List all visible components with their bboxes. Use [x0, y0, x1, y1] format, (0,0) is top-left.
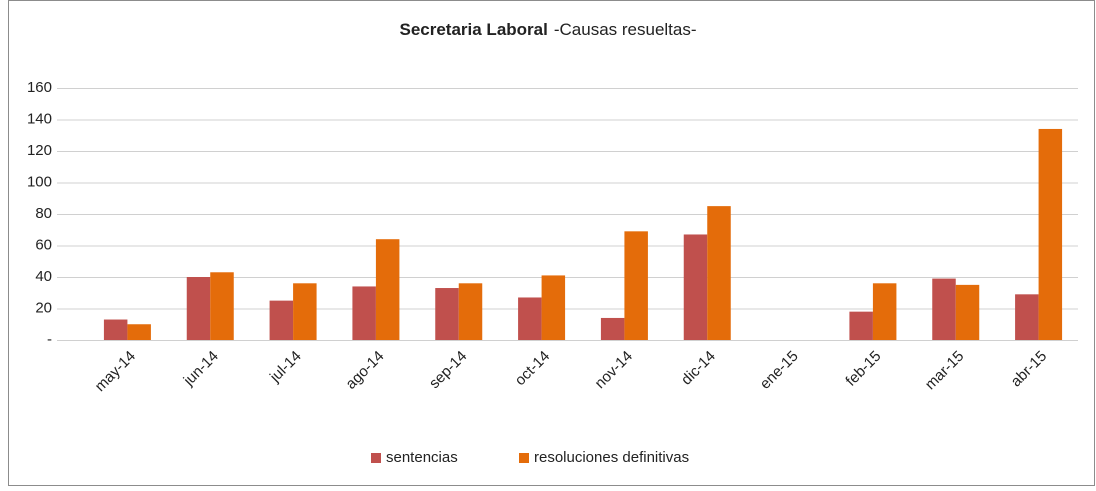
chart-title: Secretaria Laboral	[399, 20, 547, 39]
bar	[352, 286, 376, 340]
bar	[541, 275, 566, 340]
bar	[1038, 128, 1063, 340]
legend-swatch	[519, 453, 529, 463]
bar	[375, 239, 400, 340]
y-tick-label: 100	[27, 173, 52, 190]
chart-frame	[8, 0, 1095, 486]
legend-label: resoluciones definitivas	[534, 449, 689, 466]
bar	[127, 324, 151, 340]
y-tick-label: 60	[35, 236, 52, 253]
bar	[707, 206, 731, 340]
chart-title-group: Secretaria Laboral -Causas resueltas-	[399, 20, 696, 39]
bar	[955, 284, 980, 340]
bar	[600, 317, 625, 340]
bar	[458, 283, 483, 340]
chart-subtitle: -Causas resueltas-	[554, 20, 697, 39]
y-tick-label: 20	[35, 299, 52, 316]
bar	[435, 288, 459, 340]
bar	[624, 231, 648, 340]
y-tick-label: 80	[35, 205, 52, 222]
bar	[518, 297, 542, 340]
bar	[293, 283, 317, 340]
legend-swatch	[371, 453, 381, 463]
bar	[872, 283, 897, 340]
y-tick-label: 140	[27, 110, 52, 127]
bar	[683, 234, 708, 340]
bar	[1015, 294, 1039, 340]
bar	[103, 319, 128, 340]
bar	[210, 272, 234, 340]
bar	[269, 300, 294, 340]
bar	[186, 277, 211, 340]
legend-label: sentencias	[386, 449, 458, 466]
y-tick-label: 40	[35, 268, 52, 285]
y-tick-label: 120	[27, 142, 52, 159]
bar	[849, 311, 873, 340]
y-tick-label: 160	[27, 79, 52, 96]
bar	[932, 278, 956, 340]
y-tick-label: -	[47, 331, 52, 348]
